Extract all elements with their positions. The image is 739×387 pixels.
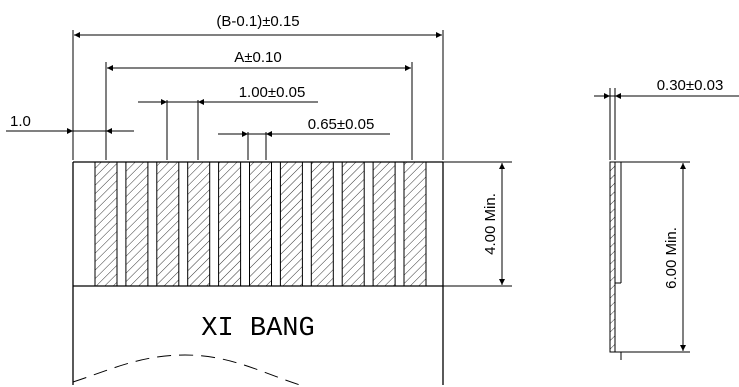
contact-length-dimension: 4.00 Min. <box>482 163 505 285</box>
contact-pad <box>187 161 211 287</box>
contact-width-dimension: 0.65±0.05 <box>218 116 390 137</box>
contact-pad <box>279 161 303 287</box>
side-view: 0.30±0.03 6.00 Min. <box>594 77 739 360</box>
contact-pad <box>372 161 396 287</box>
stiffener-length-label: 6.00 Min. <box>663 227 680 289</box>
overall-width-label: (B-0.1)±0.15 <box>216 13 299 30</box>
contact-pad <box>341 161 365 287</box>
contact-pad <box>125 161 149 287</box>
contact-length-label: 4.00 Min. <box>482 193 499 255</box>
marking-text: XI BANG <box>201 314 314 344</box>
contact-span-dimension: A±0.10 <box>107 49 411 71</box>
contact-pad <box>403 161 427 287</box>
front-view: XI BANG (B-0.1)±0.15 A±0.10 <box>6 13 512 386</box>
pitch-dimension: 1.00±0.05 <box>138 84 318 105</box>
thickness-dimension: 0.30±0.03 <box>594 77 739 99</box>
stiffener-length-dimension: 6.00 Min. <box>663 163 686 351</box>
contact-pad <box>218 161 242 287</box>
side-extension-lines <box>609 88 690 353</box>
edge-offset-label: 1.0 <box>10 113 31 130</box>
contact-pad <box>310 161 334 287</box>
contact-pads <box>94 161 427 287</box>
contact-span-label: A±0.10 <box>234 49 281 66</box>
pitch-label: 1.00±0.05 <box>239 84 306 101</box>
contact-width-label: 0.65±0.05 <box>308 116 375 133</box>
thickness-label: 0.30±0.03 <box>657 77 724 94</box>
contact-pad <box>156 161 180 287</box>
overall-width-dimension: (B-0.1)±0.15 <box>74 13 442 38</box>
extension-lines <box>72 30 512 287</box>
contact-pad <box>249 161 272 287</box>
side-profile <box>609 161 622 360</box>
contact-pad <box>94 161 118 287</box>
edge-offset-dimension: 1.0 <box>6 113 134 134</box>
